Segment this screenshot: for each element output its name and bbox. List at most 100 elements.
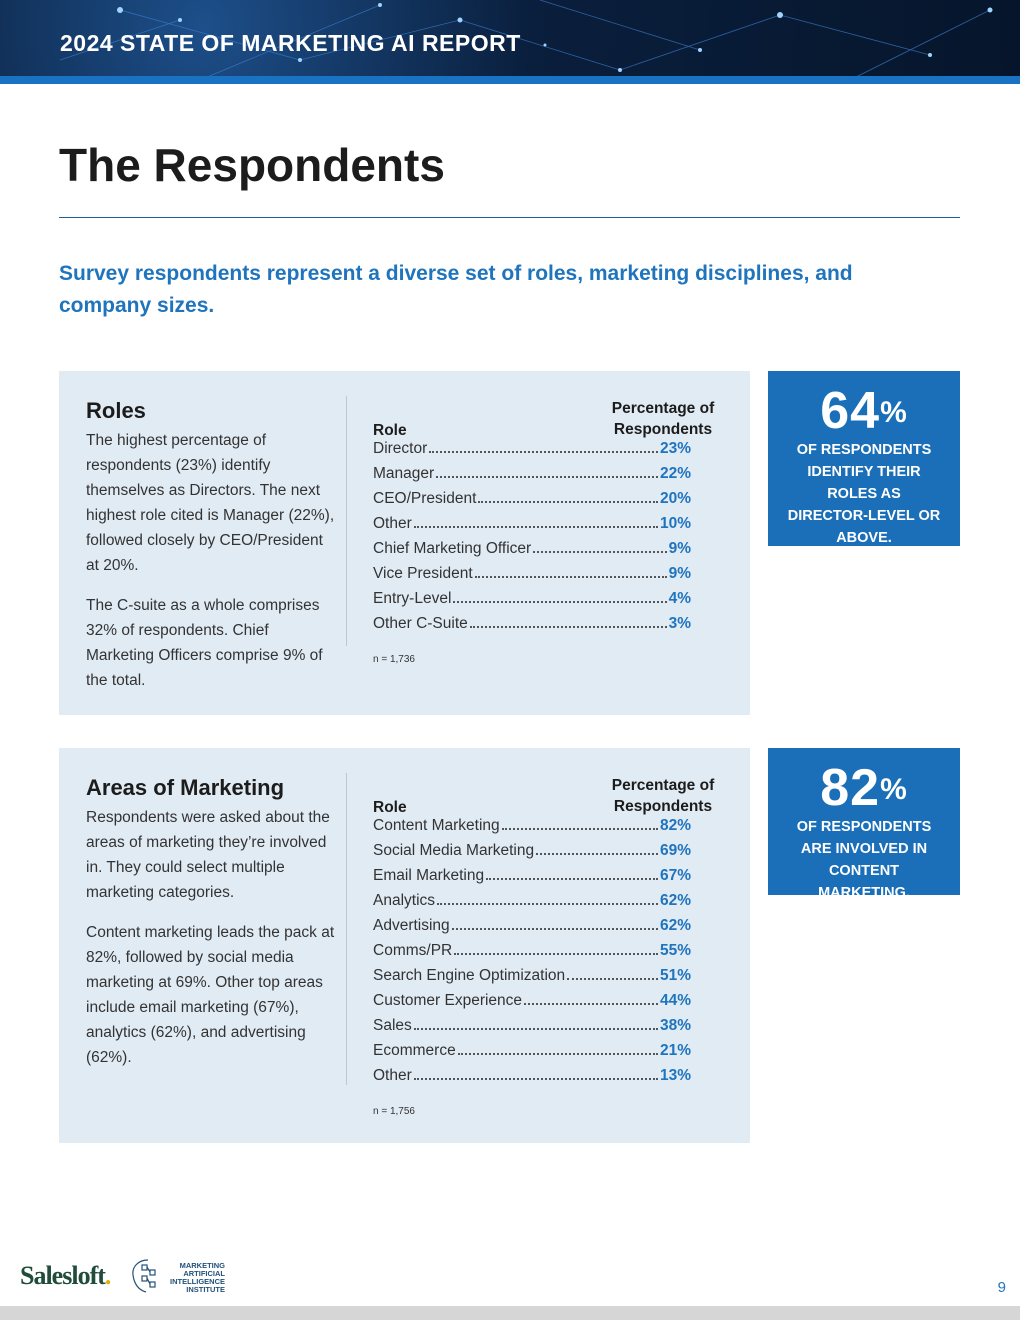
table-row: Director 23% bbox=[373, 440, 691, 465]
row-value: 3% bbox=[668, 615, 691, 632]
row-value: 9% bbox=[668, 565, 691, 582]
roles-paragraph: The highest percentage of respondents (2… bbox=[86, 432, 335, 574]
page-number: 9 bbox=[997, 1279, 1006, 1296]
report-title: 2024 STATE OF MARKETING AI REPORT bbox=[60, 30, 521, 56]
header-role: Role bbox=[373, 799, 407, 816]
row-value: 23% bbox=[659, 440, 691, 457]
leader-dots bbox=[536, 853, 658, 855]
leader-dots bbox=[451, 928, 658, 930]
areas-heading: Areas of Marketing bbox=[86, 775, 285, 800]
row-value: 62% bbox=[659, 917, 691, 934]
areas-paragraph: Content marketing leads the pack at 82%,… bbox=[86, 924, 335, 1066]
maii-logo-text: MARKETING ARTIFICIAL INTELLIGENCE INSTIT… bbox=[170, 1261, 226, 1294]
areas-description: Areas of Marketing Respondents were aske… bbox=[86, 775, 336, 1070]
row-label: Other C-Suite bbox=[373, 615, 468, 632]
leader-dots bbox=[413, 1028, 658, 1030]
table-row: Content Marketing 82% bbox=[373, 817, 691, 842]
network-graphic bbox=[59, 0, 993, 81]
row-value: 9% bbox=[668, 540, 691, 557]
row-value: 4% bbox=[668, 590, 691, 607]
column-divider bbox=[346, 773, 347, 1085]
row-label: Content Marketing bbox=[373, 817, 500, 834]
table-row: CEO/President 20% bbox=[373, 490, 691, 515]
leader-dots bbox=[478, 501, 658, 503]
areas-panel: Areas of Marketing Respondents were aske… bbox=[59, 748, 750, 1143]
row-label: Ecommerce bbox=[373, 1042, 456, 1059]
leader-dots bbox=[524, 1003, 658, 1005]
table-row: Comms/PR 55% bbox=[373, 942, 691, 967]
leader-dots bbox=[429, 451, 658, 453]
table-row: Email Marketing 67% bbox=[373, 867, 691, 892]
roles-heading: Roles bbox=[86, 398, 146, 423]
table-header: Role Percentage of Respondents bbox=[373, 774, 723, 817]
row-value: 55% bbox=[659, 942, 691, 959]
table-row: Entry-Level 4% bbox=[373, 590, 691, 615]
row-value: 67% bbox=[659, 867, 691, 884]
row-label: Comms/PR bbox=[373, 942, 453, 959]
page-subtitle: Survey respondents represent a diverse s… bbox=[59, 262, 853, 317]
row-label: Social Media Marketing bbox=[373, 842, 535, 859]
table-header: Role Percentage of Respondents bbox=[373, 397, 723, 440]
leader-dots bbox=[567, 978, 658, 980]
table-row: Sales 38% bbox=[373, 1017, 691, 1042]
row-label: CEO/President bbox=[373, 490, 477, 507]
leader-dots bbox=[413, 526, 658, 528]
row-label: Director bbox=[373, 440, 428, 457]
table-row: Other C-Suite 3% bbox=[373, 615, 691, 640]
row-value: 10% bbox=[659, 515, 691, 532]
table-row: Other 13% bbox=[373, 1067, 691, 1092]
leader-dots bbox=[501, 828, 658, 830]
stat-text: OF RESPONDENTS IDENTIFY THEIR ROLES AS D… bbox=[787, 442, 941, 546]
leader-dots bbox=[533, 551, 667, 553]
leader-dots bbox=[413, 1078, 658, 1080]
row-value: 62% bbox=[659, 892, 691, 909]
row-label: Analytics bbox=[373, 892, 436, 909]
row-label: Advertising bbox=[373, 917, 450, 934]
salesloft-logo: Salesloft. bbox=[20, 1261, 111, 1290]
roles-paragraph: The C-suite as a whole comprises 32% of … bbox=[86, 597, 323, 689]
roles-panel: Roles The highest percentage of responde… bbox=[59, 371, 750, 715]
header-percentage: Percentage of Respondents bbox=[611, 777, 715, 815]
sample-size-note: n = 1,756 bbox=[373, 1106, 415, 1117]
page-title: The Respondents bbox=[59, 139, 445, 191]
table-row: Ecommerce 21% bbox=[373, 1042, 691, 1067]
table-row: Customer Experience 44% bbox=[373, 992, 691, 1017]
column-divider bbox=[346, 396, 347, 646]
row-value: 21% bbox=[659, 1042, 691, 1059]
row-label: Vice President bbox=[373, 565, 473, 582]
stat-number: 82% bbox=[820, 759, 908, 817]
table-row: Analytics 62% bbox=[373, 892, 691, 917]
row-label: Sales bbox=[373, 1017, 412, 1034]
stat-text: OF RESPONDENTS ARE INVOLVED IN CONTENT M… bbox=[796, 819, 932, 901]
leader-dots bbox=[436, 476, 658, 478]
areas-paragraph: Respondents were asked about the areas o… bbox=[86, 809, 330, 901]
roles-description: Roles The highest percentage of responde… bbox=[86, 398, 336, 693]
leader-dots bbox=[474, 576, 667, 578]
row-value: 38% bbox=[659, 1017, 691, 1034]
footer-bar bbox=[0, 1306, 1020, 1320]
areas-stat-callout: 82% OF RESPONDENTS ARE INVOLVED IN CONTE… bbox=[768, 748, 960, 901]
row-value: 44% bbox=[659, 992, 691, 1009]
table-row: Manager 22% bbox=[373, 465, 691, 490]
table-row: Social Media Marketing 69% bbox=[373, 842, 691, 867]
table-row: Vice President 9% bbox=[373, 565, 691, 590]
leader-dots bbox=[469, 626, 667, 628]
row-value: 13% bbox=[659, 1067, 691, 1084]
table-row: Search Engine Optimization 51% bbox=[373, 967, 691, 992]
row-value: 82% bbox=[659, 817, 691, 834]
table-row: Other 10% bbox=[373, 515, 691, 540]
row-label: Email Marketing bbox=[373, 867, 485, 884]
maii-logo: MARKETING ARTIFICIAL INTELLIGENCE INSTIT… bbox=[128, 1256, 240, 1296]
title-divider bbox=[59, 217, 960, 218]
areas-table: Role Percentage of Respondents Content M… bbox=[373, 774, 723, 1117]
row-label: Other bbox=[373, 515, 412, 532]
header-banner: 2024 STATE OF MARKETING AI REPORT bbox=[0, 0, 1020, 84]
leader-dots bbox=[457, 1053, 658, 1055]
table-row: Advertising 62% bbox=[373, 917, 691, 942]
row-value: 51% bbox=[659, 967, 691, 984]
leader-dots bbox=[454, 953, 658, 955]
stat-number: 64% bbox=[820, 382, 908, 440]
brain-circuit-icon bbox=[132, 1259, 156, 1293]
row-label: Chief Marketing Officer bbox=[373, 540, 532, 557]
banner-stripe bbox=[0, 76, 1020, 84]
